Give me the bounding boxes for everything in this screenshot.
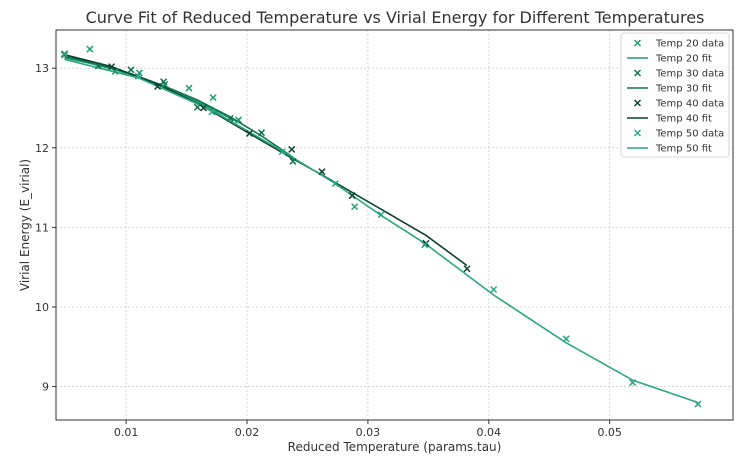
legend-item-temp-20-fit: Temp 20 fit <box>627 54 712 65</box>
temp-40-data-point <box>108 63 116 71</box>
grid-layer <box>56 30 733 420</box>
temp-50-data-point <box>208 108 216 116</box>
temp-30-data-point <box>127 66 135 74</box>
legend-label: Temp 40 fit <box>655 114 712 125</box>
legend-label: Temp 50 data <box>655 129 724 140</box>
y-tick-label: 12 <box>35 142 49 155</box>
legend-item-temp-30-data: Temp 30 data <box>633 69 724 80</box>
legend-item-temp-40-fit: Temp 40 fit <box>627 114 712 125</box>
legend-frame <box>620 32 730 158</box>
temp-30-data-point <box>160 78 168 86</box>
temp-40-data-point <box>245 129 253 137</box>
legend-item-temp-50-data: Temp 50 data <box>633 129 724 140</box>
chart-title: Curve Fit of Reduced Temperature vs Viri… <box>86 8 705 27</box>
temp-50-data-point <box>490 285 498 293</box>
y-tick-label: 10 <box>35 301 49 314</box>
y-tick-label: 11 <box>35 221 49 234</box>
legend-label: Temp 30 fit <box>655 84 712 95</box>
temp-50-data-point <box>278 148 286 156</box>
temp-40-fit-line <box>64 53 468 267</box>
legend-swatch <box>633 69 642 77</box>
series-layer <box>60 45 702 408</box>
legend-label: Temp 20 data <box>655 39 724 50</box>
y-tick-label: 9 <box>42 381 49 394</box>
x-axis-label: Reduced Temperature (params.tau) <box>288 440 502 454</box>
temp-50-data-point <box>331 180 339 188</box>
x-tick-label: 0.01 <box>114 426 139 439</box>
temp-50-data-point <box>351 203 359 211</box>
temp-50-data-point <box>377 211 385 219</box>
temp-30-data-point <box>193 103 201 111</box>
tick-layer: 0.01 0.02 0.03 0.04 0.05 9 10 11 12 13 <box>35 62 622 439</box>
x-tick-label: 0.03 <box>356 426 381 439</box>
temp-50-data-point <box>694 400 702 408</box>
x-tick-label: 0.04 <box>477 426 502 439</box>
temp-30-data-point <box>226 114 234 122</box>
legend-item-temp-20-data: Temp 20 data <box>633 39 724 50</box>
temp-40-data-point <box>318 168 326 176</box>
temp-40-data-point <box>348 192 356 200</box>
legend-swatch <box>633 99 642 107</box>
legend-item-temp-50-fit: Temp 50 fit <box>627 144 712 155</box>
legend-label: Temp 20 fit <box>655 54 712 65</box>
x-tick-label: 0.05 <box>597 426 622 439</box>
legend-item-temp-30-fit: Temp 30 fit <box>627 84 712 95</box>
x-tick-label: 0.02 <box>235 426 260 439</box>
temp-20-data-point <box>185 84 193 92</box>
temp-40-data-point <box>154 82 162 91</box>
temp-20-data-point <box>235 116 243 124</box>
y-axis-label: Virial Energy (E_virial) <box>18 159 32 291</box>
legend-item-temp-40-data: Temp 40 data <box>633 99 724 110</box>
legend-swatch <box>633 39 642 47</box>
temp-40-data-point <box>463 265 471 273</box>
legend-swatch <box>633 129 642 137</box>
temp-20-data-point <box>209 94 217 102</box>
temp-30-data-point <box>289 157 297 165</box>
temp-50-data-point <box>562 335 570 343</box>
temp-20-data-point <box>86 45 94 53</box>
temp-50-data-point <box>629 379 637 387</box>
legend: Temp 20 data Temp 20 fit Temp 30 data Temp … <box>620 32 730 158</box>
temp-30-data-point <box>257 129 266 137</box>
temp-40-data-point <box>199 104 208 112</box>
temp-30-data-point <box>94 62 102 70</box>
legend-label: Temp 40 data <box>655 99 724 110</box>
temp-20-data-point <box>111 67 119 75</box>
plot-frame <box>55 29 734 421</box>
temp-50-data-point <box>421 241 429 249</box>
legend-label: Temp 50 fit <box>655 144 712 155</box>
temp-50-data-point <box>60 50 68 58</box>
legend-label: Temp 30 data <box>655 69 724 80</box>
y-tick-label: 13 <box>35 62 49 75</box>
temp-30-fit-line <box>64 55 294 158</box>
temp-40-data-point <box>288 145 296 153</box>
temp-50-fit-line <box>64 58 699 404</box>
temp-50-data-point <box>134 72 142 80</box>
